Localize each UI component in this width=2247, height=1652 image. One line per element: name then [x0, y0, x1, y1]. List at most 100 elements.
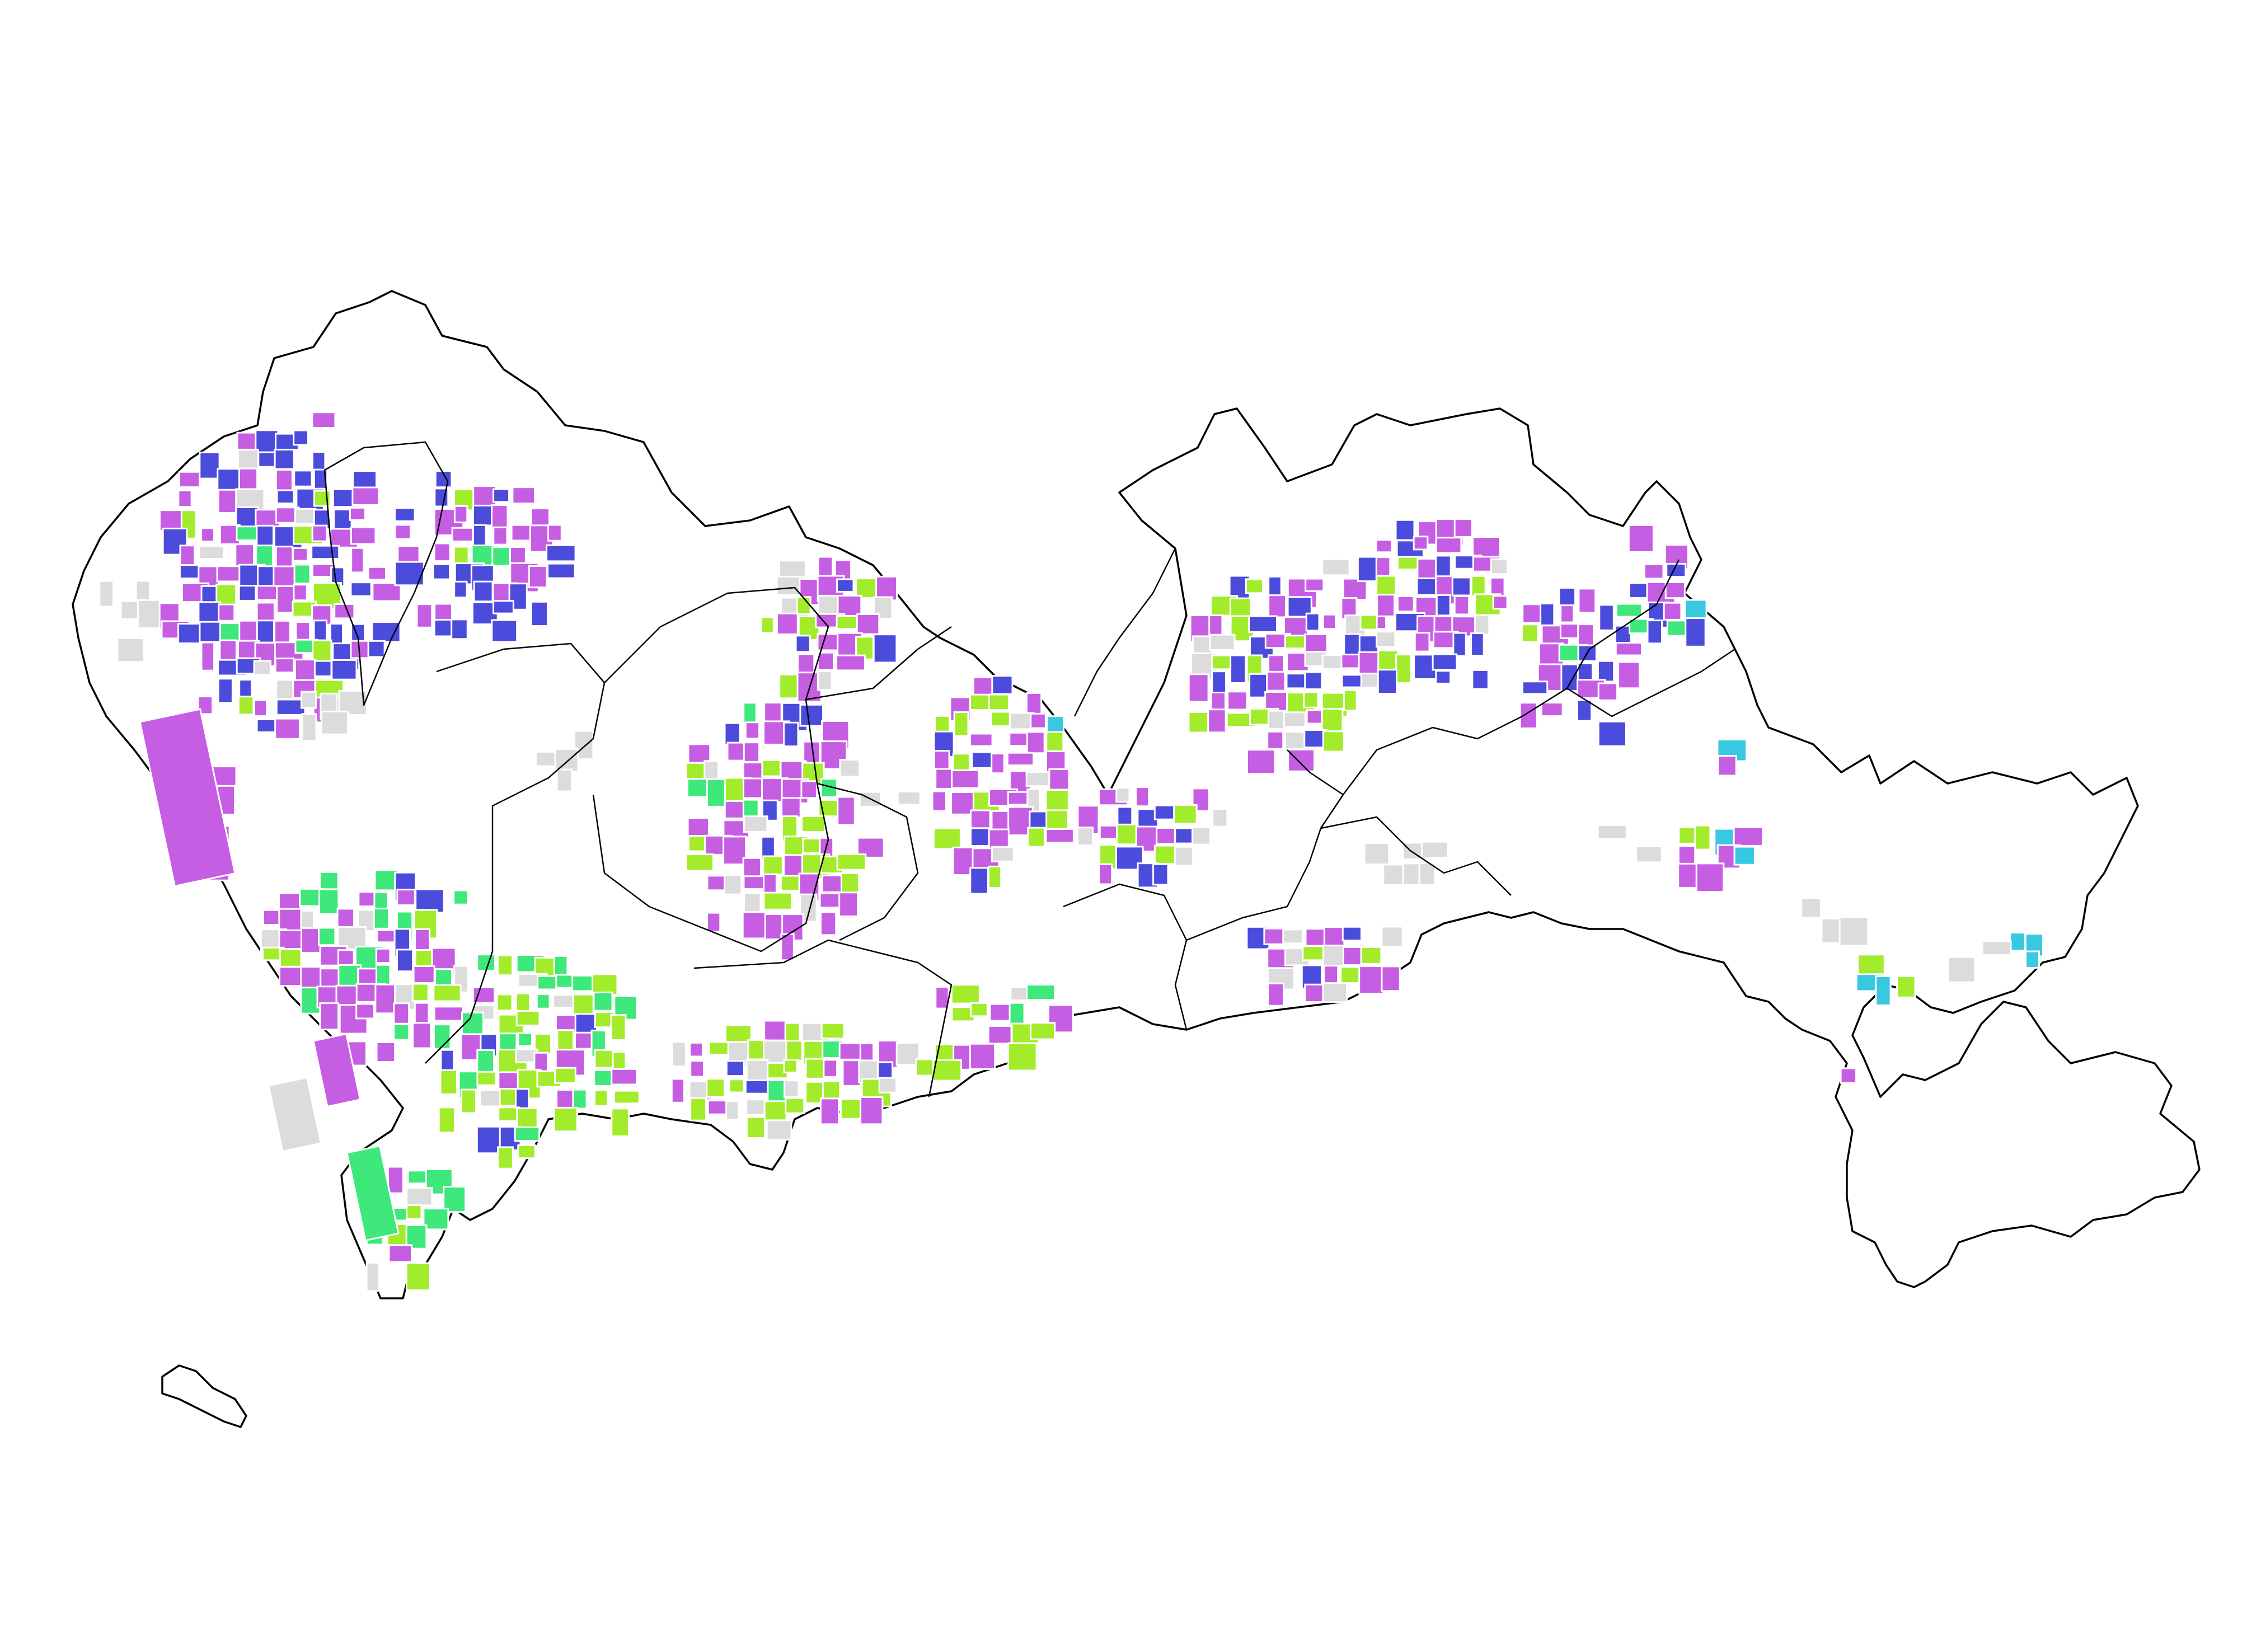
land-parcel-lime [778, 673, 800, 700]
land-parcel-lime [988, 865, 1002, 889]
land-parcel-magenta [1048, 768, 1070, 791]
land-parcel-lime [553, 1106, 578, 1133]
land-parcel-magenta [393, 1002, 410, 1025]
land-parcel-magenta [991, 753, 1005, 775]
land-parcel-green [514, 1127, 541, 1142]
land-parcel-magenta [1045, 828, 1075, 844]
land-parcel-blue [1286, 673, 1306, 689]
land-parcel-magenta [1026, 731, 1045, 754]
land-parcel-blue [451, 618, 468, 640]
land-parcel-lime [1173, 804, 1198, 825]
land-parcel-blue [331, 659, 358, 680]
land-parcel-gray [1382, 863, 1406, 886]
land-parcel-gray [406, 1187, 433, 1207]
land-parcel-lime [1303, 691, 1319, 708]
land-parcel-lime [453, 546, 470, 566]
land-parcel-gray [535, 750, 558, 767]
land-parcel-gray [253, 660, 271, 676]
land-parcel-green [571, 974, 594, 992]
land-parcel-gray [817, 670, 833, 691]
land-parcel-blue [1416, 577, 1439, 596]
land-parcel-gray [991, 846, 1015, 862]
land-parcel-lime [1027, 827, 1045, 848]
land-parcel-magenta [472, 986, 496, 1004]
land-parcel-gray [268, 1076, 322, 1153]
land-parcel-cyan [1733, 846, 1756, 866]
land-parcel-lime [1007, 1042, 1038, 1072]
land-parcel-cyan [2009, 932, 2026, 952]
land-parcel-lime [762, 855, 784, 875]
land-parcel-gray [1174, 846, 1194, 867]
land-parcel-magenta [1375, 539, 1393, 553]
land-parcel-gray [1490, 558, 1509, 575]
land-parcel-gray [1209, 633, 1236, 651]
land-parcel-magenta [453, 505, 468, 523]
land-parcel-magenta [1617, 661, 1641, 689]
land-parcel-lime [785, 1097, 805, 1114]
land-parcel-magenta [935, 768, 953, 790]
land-parcel-magenta [376, 929, 397, 944]
land-parcel-gray [135, 580, 151, 603]
land-parcel-gray [1283, 711, 1306, 728]
land-parcel-magenta [158, 509, 183, 532]
land-parcel-lime [611, 1107, 630, 1137]
land-parcel-magenta [1006, 752, 1035, 767]
land-parcel-magenta [387, 1166, 404, 1194]
land-parcel-lime [796, 596, 811, 616]
land-parcel-blue [991, 675, 1014, 695]
land-parcel-lime [820, 1022, 845, 1040]
land-parcel-blue [311, 545, 340, 560]
land-parcel-blue [1341, 926, 1363, 942]
land-parcel-gray [743, 815, 768, 833]
land-parcel-blue [530, 600, 549, 627]
land-parcel-magenta [800, 780, 818, 799]
land-parcel-magenta [611, 1068, 638, 1086]
land-parcel-blue [1470, 632, 1485, 656]
land-parcel-magenta [689, 1060, 705, 1078]
land-parcel-lime [801, 815, 826, 833]
land-parcel-lime [932, 1059, 963, 1082]
land-parcel-lime [763, 891, 793, 911]
land-parcel-gray [301, 691, 317, 709]
land-parcel-gray [321, 710, 349, 735]
land-parcel-lime [1245, 578, 1264, 594]
land-parcel-blue [1452, 632, 1467, 657]
land-parcel-magenta [396, 889, 416, 907]
land-parcel-gray [1838, 916, 1869, 947]
land-parcel-blue [1230, 654, 1247, 684]
land-parcel-magenta [274, 717, 301, 740]
land-parcel-lime [785, 1040, 803, 1062]
land-parcel-magenta [1099, 824, 1118, 840]
land-parcel-blue [1576, 699, 1593, 722]
land-parcel-magenta [292, 547, 309, 562]
land-parcel-magenta [388, 1244, 413, 1263]
land-parcel-magenta [178, 471, 200, 489]
land-parcel-cyan [1875, 975, 1892, 1006]
land-parcel-green [423, 1208, 449, 1231]
land-parcel-magenta [334, 603, 355, 620]
land-parcel-gray [897, 791, 921, 806]
land-parcel-blue [1540, 602, 1555, 626]
land-parcel-lime [1230, 597, 1252, 619]
land-parcel-blue [491, 619, 518, 643]
land-parcel-gray [116, 637, 145, 663]
land-parcel-blue [177, 623, 201, 645]
land-parcel-blue [432, 563, 451, 580]
land-parcel-lime [594, 1089, 609, 1107]
land-parcel-blue [1628, 582, 1650, 599]
land-parcel-gray [878, 1077, 898, 1093]
land-parcel-magenta [1342, 578, 1368, 601]
land-parcel-lime [988, 693, 1010, 711]
land-parcel-cyan [2025, 950, 2040, 969]
land-parcel-magenta [1287, 748, 1316, 772]
land-parcel-green [743, 702, 757, 724]
land-parcel-blue [238, 585, 257, 602]
land-parcel-lime [554, 1067, 576, 1084]
land-parcel-lime [497, 1146, 514, 1170]
land-parcel-magenta [856, 613, 880, 635]
land-parcel-blue [1432, 653, 1458, 671]
land-parcel-lime [950, 984, 981, 1005]
land-parcel-blue [799, 703, 824, 727]
land-parcel-gray [1474, 614, 1490, 636]
land-parcel-green [537, 975, 559, 991]
